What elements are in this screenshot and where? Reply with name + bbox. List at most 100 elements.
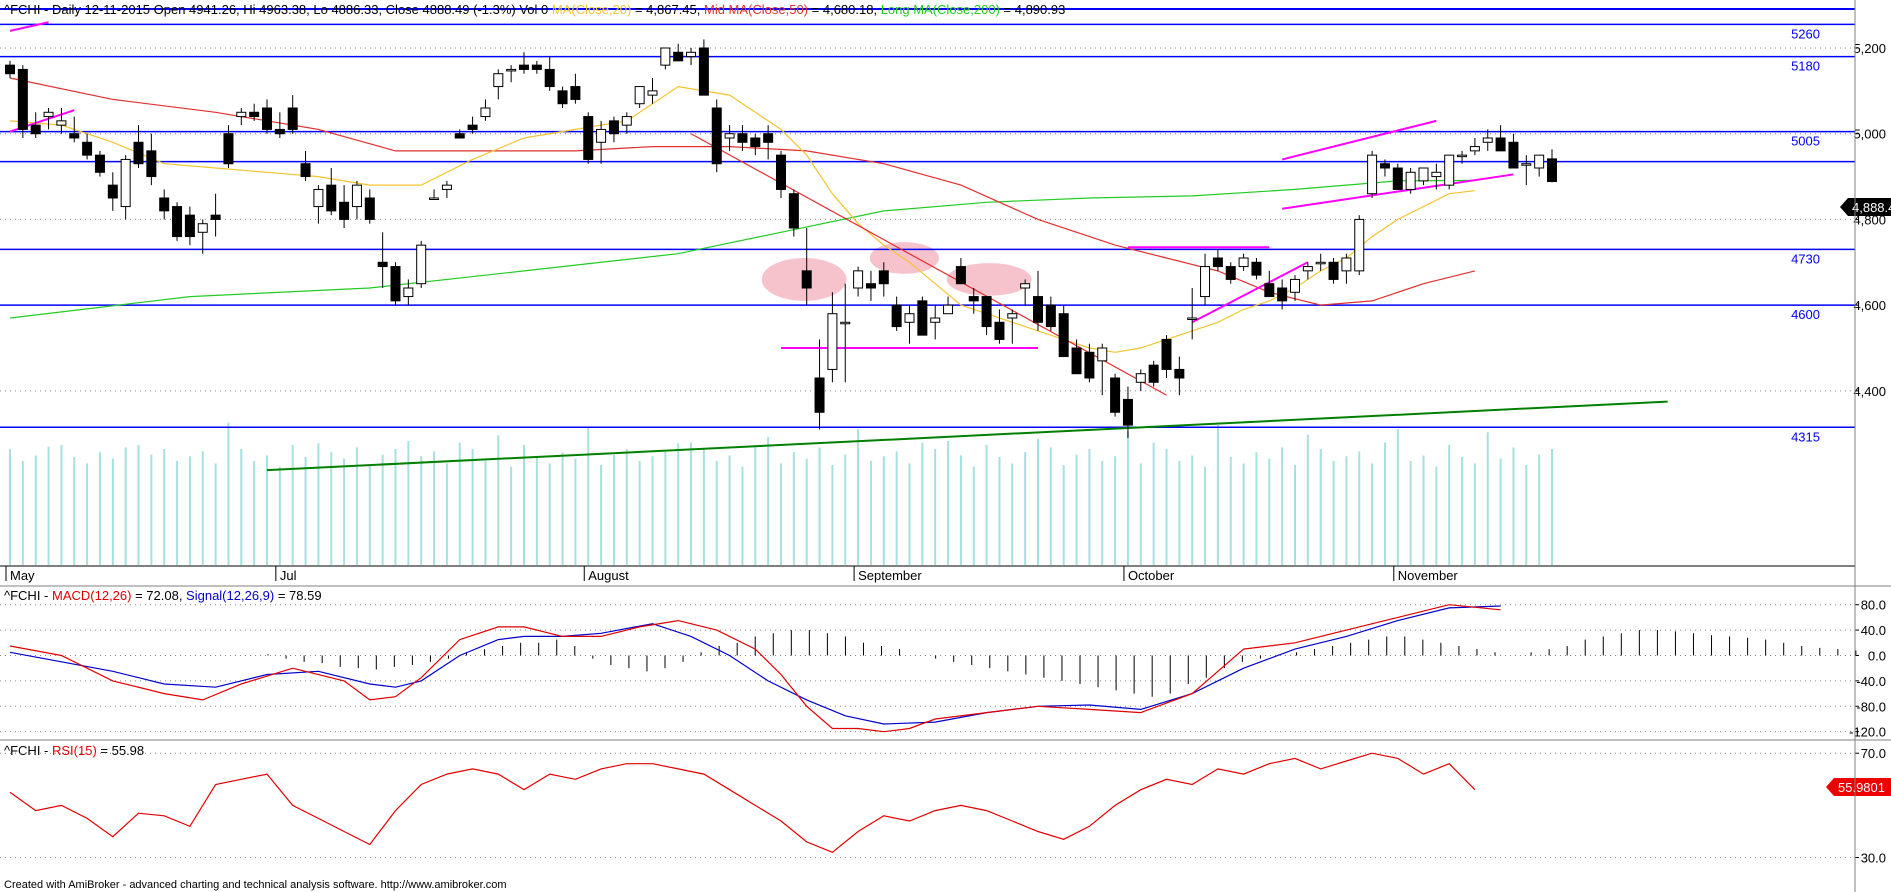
candle: [1187, 288, 1198, 340]
candle: [660, 47, 671, 70]
candle-body-down: [287, 107, 298, 130]
rsi-tick-label: 70.0: [1861, 746, 1886, 761]
candle: [1431, 163, 1442, 190]
candle-body-down: [94, 154, 105, 173]
candle-body-down: [1225, 266, 1236, 280]
month-label: October: [1128, 568, 1175, 583]
macd-tick-label: 80.0: [1861, 598, 1886, 613]
candle: [737, 125, 748, 151]
candle-body-up: [1097, 347, 1108, 362]
candle: [994, 309, 1005, 344]
candle-body-down: [878, 270, 889, 285]
trendline: [1191, 261, 1309, 324]
trendline: [1281, 119, 1437, 161]
macd-header: ^FCHI - MACD(12,26) = 72.08, Signal(12,2…: [4, 588, 322, 603]
candle-body-up: [1482, 137, 1493, 143]
candle: [788, 189, 799, 237]
candle-body-up: [1200, 266, 1211, 298]
candle-body-up: [943, 304, 954, 315]
candle: [634, 86, 645, 108]
candle-body-up: [493, 73, 504, 88]
macd-axis: 80.0 40.0 0.0 -40.0 -80.0 -120.0: [1849, 598, 1886, 740]
candle-body-down: [1084, 351, 1095, 379]
candle: [262, 99, 272, 134]
candle-body-down: [994, 321, 1005, 340]
candle-body-down: [1212, 257, 1223, 268]
candle: [5, 60, 15, 78]
candle: [1302, 262, 1313, 280]
candle-body-down: [1495, 137, 1506, 152]
candle: [1315, 253, 1326, 271]
candle: [814, 339, 825, 430]
candle-body-down: [1122, 398, 1133, 426]
candle-body-down: [519, 64, 529, 70]
candle-body-down: [249, 111, 260, 118]
candle: [1238, 253, 1249, 271]
candle-body-up: [686, 51, 697, 58]
price-axis: 5,200 5,000 4,800 4,600 4,400: [1853, 41, 1886, 399]
candle-body-down: [711, 107, 722, 165]
candle: [223, 125, 234, 168]
candle: [107, 172, 118, 211]
rsi-header: ^FCHI - RSI(15) = 55.98: [4, 743, 144, 758]
candle: [287, 95, 298, 134]
candle: [608, 116, 619, 143]
candle: [364, 189, 375, 224]
candle: [853, 266, 864, 297]
month-label: November: [1398, 568, 1459, 583]
rsi-last-box: [1826, 778, 1891, 796]
candle: [1495, 125, 1506, 152]
candle-body-up: [1315, 261, 1326, 265]
candle-body-down: [814, 377, 825, 413]
candle-body-down: [30, 124, 41, 135]
macd-tick-label: 40.0: [1861, 623, 1886, 638]
candle: [403, 279, 414, 306]
candle-body-down: [1392, 167, 1403, 190]
candle-body-down: [223, 133, 234, 165]
candle: [236, 108, 247, 126]
candle: [968, 288, 979, 314]
candle: [1328, 258, 1339, 284]
candle-body-down: [454, 133, 465, 139]
candle-body-up: [724, 133, 735, 139]
candle-body-down: [262, 107, 272, 130]
candle: [917, 296, 928, 336]
candle: [776, 150, 786, 198]
candle: [1122, 386, 1133, 438]
candle: [1405, 168, 1416, 194]
candle: [1508, 133, 1519, 169]
candle-body-up: [197, 223, 208, 233]
trendlines: [9, 21, 1668, 472]
candle-body-up: [403, 287, 414, 298]
horizontal-levels: 5260 5180 5005 4730 4600 4315: [0, 23, 1855, 444]
candle: [17, 65, 28, 138]
candle: [441, 180, 452, 198]
candle: [1161, 335, 1172, 378]
candle: [351, 180, 362, 220]
candle-body-up: [853, 270, 864, 289]
candle: [1007, 309, 1018, 344]
candle: [1392, 163, 1403, 190]
trendline: [9, 21, 49, 32]
candle-body-up: [840, 321, 851, 325]
candle: [1547, 149, 1557, 183]
candle-body-down: [1058, 313, 1069, 358]
volume-bars: [9, 422, 1553, 565]
trendline: [690, 133, 1167, 396]
candle: [865, 270, 876, 301]
macd-tick-label: -80.0: [1856, 699, 1886, 714]
level-label: 5260: [1791, 26, 1820, 41]
candle-body-down: [172, 206, 183, 238]
level-label: 5005: [1791, 134, 1820, 149]
candle: [724, 125, 735, 151]
candle: [1457, 150, 1468, 164]
rsi-line: [9, 752, 1476, 853]
candle-body-down: [981, 296, 992, 328]
candle-body-down: [1508, 141, 1519, 169]
candle-body-down: [82, 141, 93, 156]
macd-panel: ^FCHI - MACD(12,26) = 72.08, Signal(12,2…: [0, 585, 1891, 740]
price-tick-label: 5,000: [1853, 127, 1886, 142]
candle: [686, 48, 697, 66]
rsi-tick-label: 30.0: [1861, 851, 1886, 866]
candle: [1469, 138, 1480, 156]
